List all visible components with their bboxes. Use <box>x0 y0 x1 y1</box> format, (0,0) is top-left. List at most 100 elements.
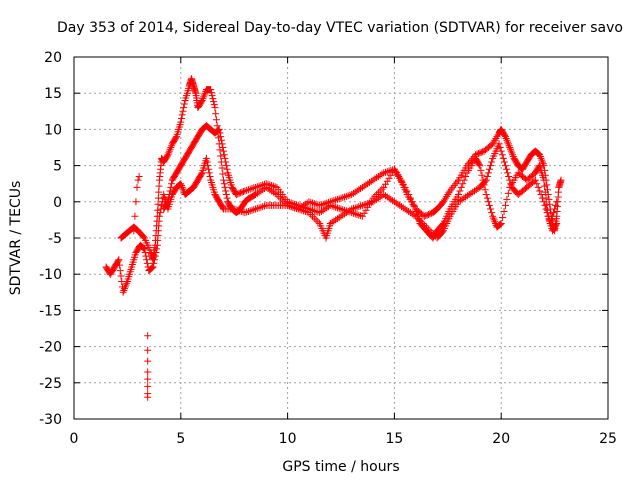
data-point <box>317 207 325 215</box>
data-point <box>330 217 338 225</box>
data-point <box>534 183 542 191</box>
data-point <box>399 204 407 212</box>
data-point <box>152 248 160 256</box>
data-point <box>371 175 379 183</box>
data-point <box>148 264 156 272</box>
data-point <box>476 162 484 170</box>
data-point <box>505 142 513 150</box>
y-tick-label: 20 <box>44 50 62 66</box>
data-point <box>405 207 413 215</box>
data-point <box>143 256 151 264</box>
data-point <box>507 147 515 155</box>
data-point <box>369 198 377 206</box>
x-tick-label: 15 <box>385 431 403 447</box>
data-point <box>223 165 231 173</box>
data-point <box>369 176 377 184</box>
data-point <box>496 220 504 228</box>
data-point <box>484 198 492 206</box>
data-point <box>481 177 489 185</box>
data-point <box>452 180 460 188</box>
data-point <box>382 168 389 176</box>
data-point <box>374 172 382 180</box>
data-point <box>217 133 225 141</box>
data-point <box>428 229 436 237</box>
data-point <box>485 201 493 209</box>
data-point <box>410 211 418 219</box>
data-point <box>415 216 423 224</box>
data-point <box>252 191 260 199</box>
data-point <box>406 209 414 217</box>
data-point <box>551 205 559 213</box>
data-point <box>218 164 226 172</box>
data-point <box>303 208 311 216</box>
data-point <box>373 174 381 182</box>
data-point <box>506 176 514 184</box>
data-point <box>215 126 223 134</box>
data-point <box>262 180 270 188</box>
data-point <box>252 205 260 213</box>
data-point <box>165 147 173 155</box>
x-tick-label: 0 <box>70 431 79 447</box>
data-point <box>332 203 340 211</box>
data-point <box>357 202 365 210</box>
data-point <box>328 202 336 210</box>
data-point <box>246 207 254 215</box>
data-point <box>337 194 345 202</box>
data-point <box>271 189 279 197</box>
data-point <box>550 209 558 217</box>
data-point <box>323 204 331 212</box>
data-point <box>446 187 454 195</box>
data-point <box>477 148 485 156</box>
data-point <box>269 182 277 190</box>
data-point <box>491 136 499 144</box>
y-tick-label: -5 <box>48 231 62 247</box>
data-point <box>246 185 254 193</box>
data-point <box>362 200 370 208</box>
data-point-spike <box>144 346 152 354</box>
data-point <box>414 214 422 222</box>
data-point <box>234 206 242 214</box>
data-point <box>440 198 448 206</box>
data-point <box>165 149 173 157</box>
data-point <box>474 150 482 158</box>
data-point <box>276 194 284 202</box>
data-point <box>148 264 156 272</box>
data-point <box>365 199 373 207</box>
data-point <box>207 89 215 97</box>
data-point <box>553 220 561 228</box>
data-point <box>232 206 240 214</box>
data-point <box>210 101 218 109</box>
data-point <box>238 188 246 196</box>
data-point <box>179 107 187 115</box>
data-point <box>376 193 384 201</box>
data-point <box>500 158 508 166</box>
data-point <box>475 160 483 168</box>
data-point <box>219 144 227 151</box>
data-point <box>335 213 343 221</box>
data-point <box>465 191 473 199</box>
data-point <box>248 185 256 193</box>
data-point <box>491 218 499 226</box>
data-point <box>376 171 384 179</box>
data-point <box>255 204 263 212</box>
data-point <box>342 209 350 217</box>
y-tick-label: 15 <box>44 86 62 102</box>
data-point <box>314 208 322 216</box>
data-point <box>479 148 487 156</box>
data-point <box>209 95 217 103</box>
data-point <box>431 232 439 240</box>
data-point <box>548 212 556 220</box>
data-point <box>284 201 292 209</box>
data-point <box>424 225 432 233</box>
data-point <box>507 180 515 188</box>
data-point <box>408 210 416 218</box>
data-point <box>380 183 388 191</box>
data-point <box>540 198 548 206</box>
data-point <box>438 228 446 236</box>
data-point <box>237 189 245 197</box>
data-point <box>545 195 553 203</box>
data-point <box>417 218 425 226</box>
data-point <box>339 194 347 202</box>
y-tick-label: -25 <box>39 376 62 392</box>
